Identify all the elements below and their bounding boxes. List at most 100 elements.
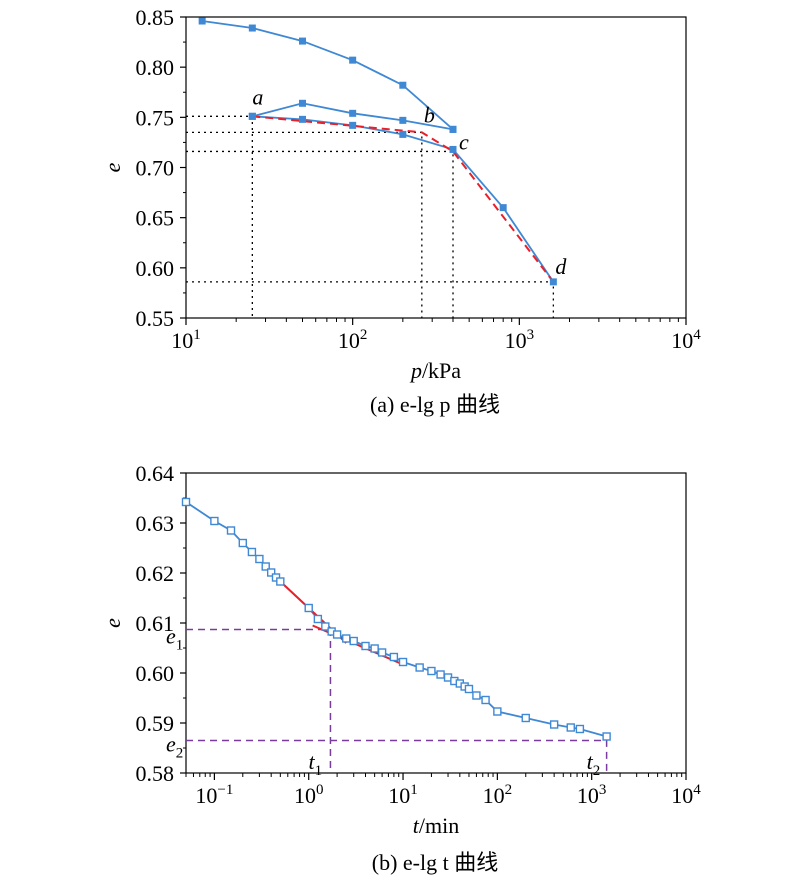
series-3-point (298, 115, 306, 123)
consolidation-point (566, 723, 575, 732)
panel-b-x-tick-label: 104 (671, 782, 701, 808)
consolidation-point (493, 707, 502, 716)
consolidation-point (266, 568, 276, 577)
consolidation-point (247, 547, 257, 557)
panel-b-x-tick-label: 103 (577, 782, 607, 808)
consolidation-curve-line (185, 501, 607, 738)
point-label-c: c (459, 129, 469, 154)
panel-b-y-tick-label: 0.60 (136, 661, 175, 686)
point-label-b: b (424, 102, 435, 127)
panel-b-x-tick-label: 101 (388, 782, 418, 808)
panel-a-x-tick-label: 102 (338, 327, 368, 353)
consolidation-point (304, 603, 313, 613)
panel-b-x-tick-label: 10−1 (195, 782, 233, 808)
panel-b-y-tick-label: 0.61 (136, 611, 175, 636)
series-3-point (449, 145, 457, 153)
consolidation-point (389, 652, 399, 662)
panel-a-chart: 0.55 0.60 0.65 0.70 0.75 0.80 0.85 101 102 103 104… (100, 5, 701, 383)
series-1-point (349, 56, 357, 64)
series-2-point (449, 125, 457, 133)
consolidation-point (332, 630, 342, 639)
consolidation-point (210, 516, 219, 526)
consolidation-point (415, 663, 424, 672)
series-1-point (198, 17, 206, 25)
series-3-point (549, 278, 557, 286)
point-label-d: d (555, 254, 567, 279)
dashed-fit-line (252, 115, 555, 283)
panel-b-y-tick-label: 0.58 (136, 761, 175, 786)
panel-b-y-tick-label: 0.63 (136, 511, 175, 536)
panel-b-y-tick-label: 0.59 (136, 711, 175, 736)
panel-b-x-tick-label: 100 (294, 782, 324, 808)
series-2-point (349, 109, 357, 117)
panel-a-y-tick-label: 0.55 (136, 306, 175, 331)
consolidation-point (276, 577, 285, 586)
panel-b-x-tick-label: 102 (483, 782, 513, 808)
series-3-line (252, 115, 555, 283)
label-e1: e1 (166, 624, 183, 654)
panel-b-y-axis-title: e (100, 618, 125, 628)
series-2-point (298, 99, 306, 107)
guide-line-c (186, 150, 454, 318)
series-3-point (399, 130, 407, 138)
series-3-point (349, 121, 357, 129)
series-1-point (298, 37, 306, 45)
panel-a-y-tick-label: 0.70 (136, 156, 175, 181)
consolidation-point (370, 644, 379, 653)
guide-line-d (186, 281, 555, 318)
consolidation-point (481, 695, 490, 705)
consolidation-point (436, 670, 445, 679)
series-1-point (248, 24, 256, 32)
series-1-point (399, 81, 407, 89)
consolidation-point (549, 720, 559, 729)
consolidation-point (181, 497, 191, 507)
consolidation-point (261, 562, 270, 571)
panel-a-x-tick-label: 101 (171, 327, 201, 353)
consolidation-point (427, 666, 436, 676)
panel-a-x-axis-title: p/kPa (409, 358, 461, 383)
point-label-a: a (252, 84, 263, 109)
label-e2: e2 (166, 732, 183, 762)
consolidation-point (226, 526, 236, 535)
panel-b-y-tick-label: 0.64 (136, 461, 175, 486)
consolidation-point (361, 641, 370, 651)
consolidation-point (313, 614, 323, 624)
panel-a-y-tick-label: 0.65 (136, 206, 175, 231)
label-t2: t2 (587, 749, 601, 779)
panel-a-y-axis-title: e (100, 162, 125, 172)
caption-a: (a) e-lg p 曲线 (370, 392, 500, 417)
label-t1: t1 (308, 749, 322, 779)
consolidation-point (255, 554, 264, 564)
panel-b-chart: 0.58 0.59 0.60 0.61 0.62 0.63 0.64 10−1 100 101 10… (100, 461, 701, 838)
consolidation-point (342, 634, 351, 643)
consolidation-point (521, 713, 530, 723)
series-3-point (499, 204, 507, 212)
consolidation-point (377, 648, 387, 657)
panel-a-x-tick-label: 103 (505, 327, 535, 353)
series-3-point (248, 112, 256, 120)
consolidation-point (472, 691, 481, 700)
consolidation-point (238, 538, 247, 548)
panel-a-x-tick-label: 104 (671, 327, 701, 353)
consolidation-point (349, 636, 358, 646)
panel-b-plot-frame (185, 472, 687, 774)
consolidation-point (575, 724, 585, 734)
consolidation-point (602, 732, 611, 741)
guide-line-e2-t2 (186, 739, 608, 773)
panel-a-y-tick-label: 0.75 (136, 105, 175, 130)
panel-a-y-tick-label: 0.60 (136, 256, 175, 281)
panel-a-y-tick-label: 0.80 (136, 55, 175, 80)
guide-line-a (186, 115, 253, 318)
series-2-point (399, 116, 407, 124)
consolidation-point (464, 684, 474, 694)
panel-b-y-tick-label: 0.62 (136, 561, 175, 586)
consolidation-point (398, 657, 408, 667)
panel-b-x-axis-title: t/min (413, 813, 459, 838)
panel-a-plot-frame (185, 16, 687, 319)
consolidation-point (321, 622, 330, 631)
caption-b: (b) e-lg t 曲线 (372, 850, 498, 875)
guide-line-b (186, 131, 423, 318)
series-1-line (202, 20, 454, 131)
panel-a-y-tick-label: 0.85 (136, 5, 175, 30)
